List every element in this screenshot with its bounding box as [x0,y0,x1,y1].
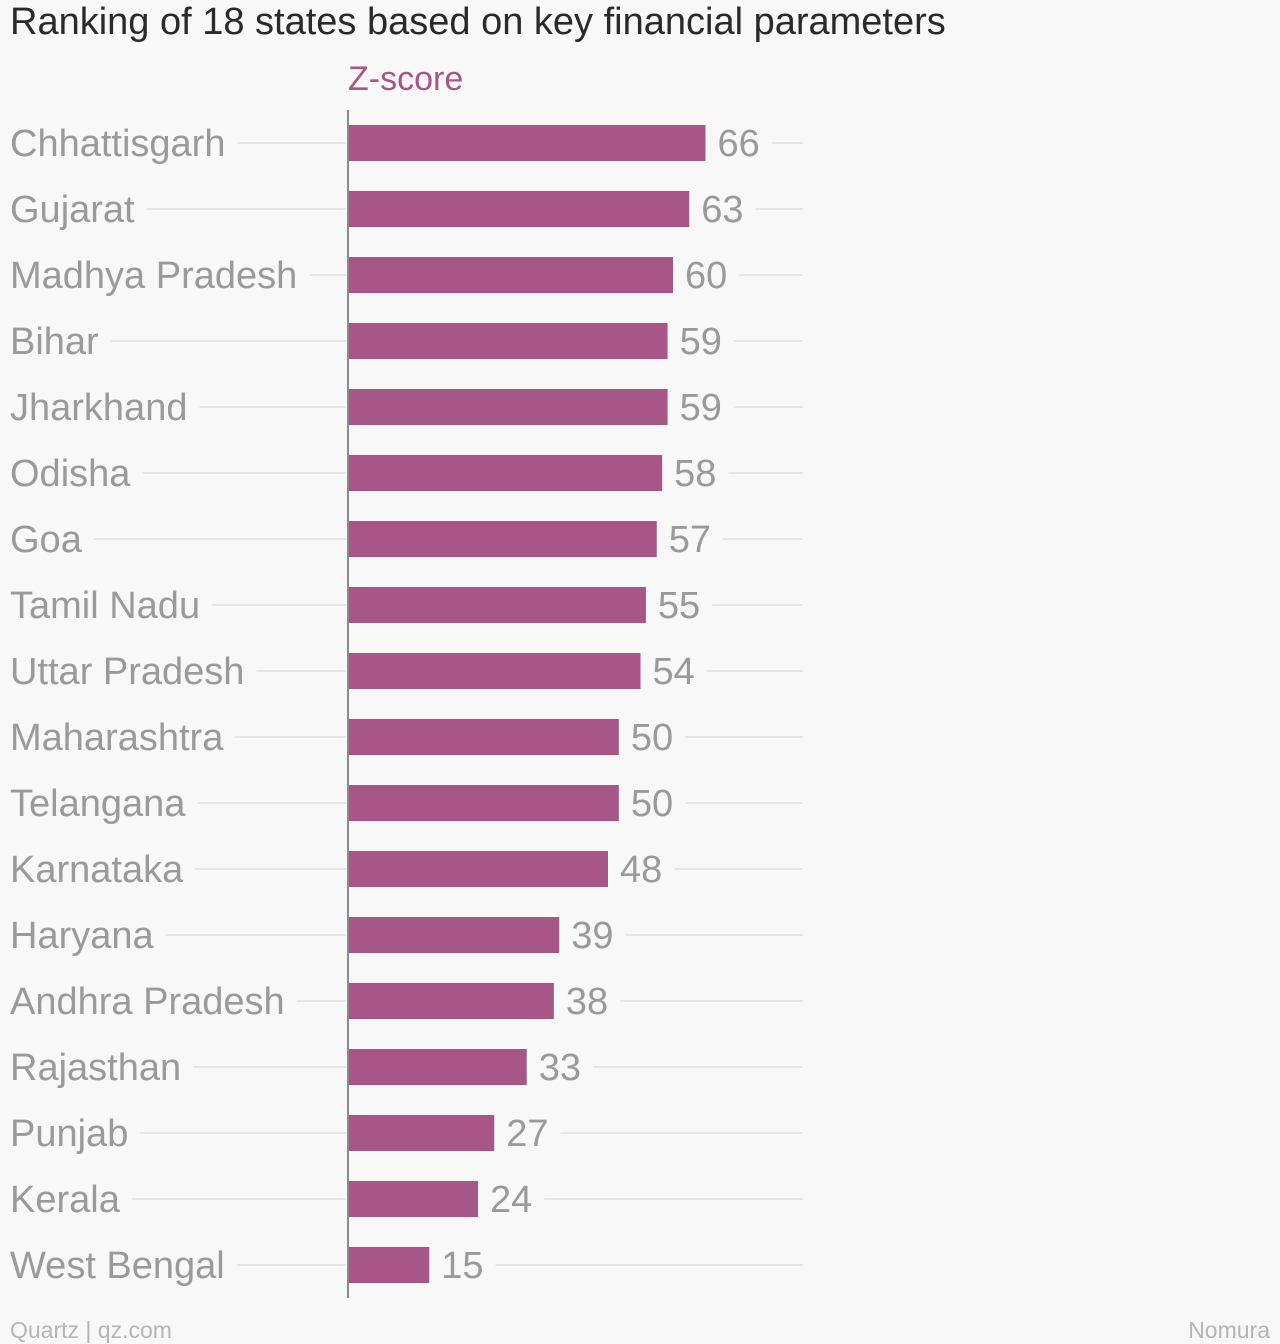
category-label: Bihar [10,321,99,363]
category-label: Goa [10,519,83,561]
value-label: 58 [674,453,716,495]
value-label: 50 [631,783,673,825]
bar-chhattisgarh [348,125,706,161]
category-label: Madhya Pradesh [10,255,297,297]
bar-telangana [348,785,619,821]
value-label: 39 [571,915,613,957]
chart-title: Ranking of 18 states based on key financ… [10,1,946,43]
bar-rajasthan [348,1049,527,1085]
gridlines [93,142,803,1266]
bar-uttar-pradesh [348,653,641,689]
category-label: Karnataka [10,849,184,891]
value-label: 55 [658,585,700,627]
value-label: 59 [680,321,722,363]
category-label: Tamil Nadu [10,585,200,627]
value-label: 24 [490,1179,532,1221]
bar-andhra-pradesh [348,983,554,1019]
category-labels: Chhattisgarh Gujarat Madhya Pradesh Bihar Jh… [10,123,297,1287]
value-label: 66 [718,123,760,165]
category-label: Rajasthan [10,1047,181,1089]
value-label: 60 [685,255,727,297]
bar-punjab [348,1115,495,1151]
bar-tamil-nadu [348,587,646,623]
category-label: Telangana [10,783,186,825]
category-label: Haryana [10,915,154,957]
value-label: 54 [653,651,695,693]
category-label: Kerala [10,1179,121,1221]
value-label: 50 [631,717,673,759]
bar-kerala [348,1181,478,1217]
bar-bihar [348,323,668,359]
bar-west-bengal [348,1247,430,1283]
series-label: Z-score [348,60,463,98]
bars [348,125,706,1283]
category-label: Chhattisgarh [10,123,225,165]
value-label: 57 [669,519,711,561]
bar-haryana [348,917,560,953]
value-label: 27 [506,1113,548,1155]
category-label: Andhra Pradesh [10,981,285,1023]
category-label: Maharashtra [10,717,224,759]
value-label: 48 [620,849,662,891]
bar-goa [348,521,657,557]
value-label: 63 [701,189,743,231]
value-label: 59 [680,387,722,429]
value-label: 15 [441,1245,483,1287]
category-label: Gujarat [10,189,135,231]
bar-odisha [348,455,663,491]
bar-gujarat [348,191,690,227]
data-source: Nomura [1188,1317,1270,1343]
source-credit: Quartz | qz.com [10,1317,172,1343]
category-label: Uttar Pradesh [10,651,244,693]
value-label: 38 [566,981,608,1023]
category-label: Odisha [10,453,131,495]
bar-jharkhand [348,389,668,425]
value-label: 33 [539,1047,581,1089]
category-label: Jharkhand [10,387,187,429]
bar-madhya-pradesh [348,257,673,293]
category-label: West Bengal [10,1245,225,1287]
bar-karnataka [348,851,608,887]
category-label: Punjab [10,1113,128,1155]
bar-maharashtra [348,719,619,755]
